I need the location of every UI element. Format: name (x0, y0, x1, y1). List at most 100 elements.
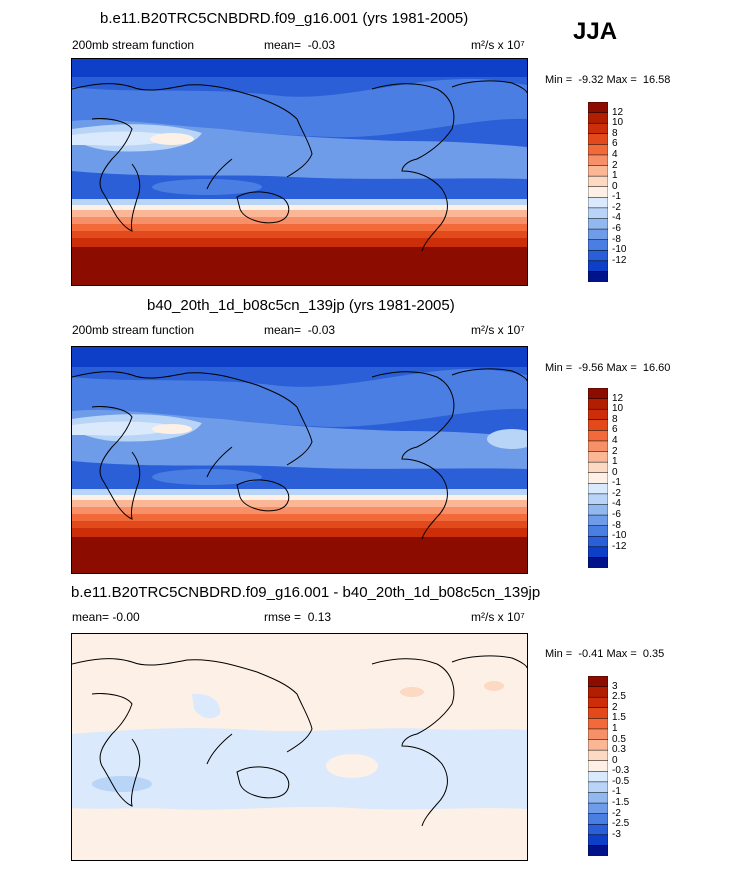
colorbar-tick-label: 6 (612, 138, 618, 150)
colorbar-swatch (587, 207, 609, 220)
colorbar-tick-label: -0.5 (612, 775, 630, 787)
colorbar-tick-label: 0.3 (612, 744, 626, 756)
colorbar-tick-label: -2.5 (612, 818, 630, 830)
field-band (72, 59, 527, 77)
colorbar-swatch (587, 472, 609, 484)
colorbar-swatch (587, 718, 609, 730)
panel3-min-value: -0.41 (578, 648, 604, 660)
panel1-min-value: -9.32 (578, 74, 604, 86)
colorbar-swatch (587, 154, 609, 167)
panel2-mean-label: mean= (264, 323, 302, 337)
coastline-americas (371, 658, 455, 827)
field-band (72, 521, 527, 529)
panel3-map (71, 633, 528, 861)
panel3-colorbar (587, 675, 609, 861)
colorbar-tick-label: -2 (612, 487, 621, 499)
colorbar-swatch (587, 408, 609, 421)
panel3-rmse-label: rmse = (264, 610, 302, 624)
panel1-mean: mean= -0.03 (264, 38, 335, 52)
coastline-americas (371, 371, 455, 540)
colorbar-swatch (587, 165, 609, 177)
panel2-title: b40_20th_1d_b08c5cn_139jp (yrs 1981-2005… (147, 297, 455, 314)
colorbar-swatch (587, 771, 609, 783)
field-band (72, 500, 527, 508)
colorbar-swatch (587, 451, 609, 463)
colorbar-swatch (587, 686, 609, 698)
colorbar-swatch (587, 557, 609, 569)
field-band (72, 514, 527, 522)
colorbar-tick-label: -12 (612, 254, 627, 266)
colorbar-swatch (587, 834, 609, 846)
panel1-max-label: Max = (606, 74, 637, 86)
colorbar-tick-label: 1 (612, 456, 618, 468)
colorbar-swatch (587, 535, 609, 548)
colorbar-tick-label: -8 (612, 233, 621, 245)
field-band (72, 368, 527, 427)
colorbar-tick-label: 4 (612, 434, 618, 446)
panel1-mean-value: -0.03 (307, 38, 336, 52)
colorbar-swatch (587, 398, 609, 410)
colorbar-swatch (587, 260, 609, 272)
coastline-africa (91, 406, 141, 520)
colorbar-tick-label: -4 (612, 498, 621, 510)
coastline-greenland (451, 655, 527, 669)
panel2-min-value: -9.56 (578, 362, 604, 374)
colorbar-tick-label: 2 (612, 701, 618, 713)
colorbar-tick-label: -8 (612, 519, 621, 531)
panel3-max-label: Max = (606, 648, 637, 660)
field-band (72, 247, 527, 285)
colorbar-tick-label: 3 (612, 680, 618, 692)
panel2-units: m²/s x 10⁷ (471, 323, 525, 337)
colorbar-swatch (587, 144, 609, 156)
colorbar-swatch (587, 749, 609, 762)
panel3-minmax: Min = -0.41 Max = 0.35 (545, 648, 664, 660)
coastline-asia (72, 658, 313, 765)
colorbar-tick-label: 0.5 (612, 733, 626, 745)
coastline-greenland (451, 368, 527, 382)
colorbar-swatch (587, 133, 609, 145)
panel3-units: m²/s x 10⁷ (471, 610, 525, 624)
field-band (72, 528, 527, 538)
panel2-colorbar-swatches (587, 387, 609, 569)
coastline-africa (91, 693, 141, 807)
coastline-australia (236, 479, 290, 512)
coastline-australia (236, 766, 290, 799)
colorbar-swatch (587, 228, 609, 241)
colorbar-tick-label: 2.5 (612, 691, 626, 703)
panel3-colorbar-swatches (587, 675, 609, 857)
field-band (484, 681, 504, 691)
field-band (72, 347, 527, 367)
coastline-africa (91, 118, 141, 232)
colorbar-swatch (587, 802, 609, 815)
colorbar-tick-label: 1 (612, 722, 618, 734)
colorbar-tick-label: -3 (612, 828, 621, 840)
colorbar-tick-label: 10 (612, 117, 624, 129)
colorbar-tick-label: -4 (612, 212, 621, 224)
colorbar-swatch (587, 175, 609, 188)
colorbar-swatch (587, 461, 609, 474)
colorbar-swatch (587, 112, 609, 124)
colorbar-tick-label: -0.3 (612, 765, 630, 777)
field-band (72, 507, 527, 515)
colorbar-tick-label: 0 (612, 466, 618, 478)
colorbar-tick-label: -10 (612, 530, 627, 542)
colorbar-swatch (587, 739, 609, 751)
colorbar-swatch (587, 387, 609, 400)
colorbar-swatch (587, 101, 609, 114)
panel1-colorbar (587, 101, 609, 287)
field-band (72, 210, 527, 218)
colorbar-swatch (587, 218, 609, 230)
coastline-greenland (451, 80, 527, 94)
panel2-colorbar (587, 387, 609, 573)
colorbar-swatch (587, 675, 609, 688)
colorbar-tick-label: 4 (612, 148, 618, 160)
panel2-variable-label: 200mb stream function (72, 323, 195, 337)
colorbar-tick-label: 10 (612, 403, 624, 415)
colorbar-swatch (587, 696, 609, 709)
season-label: JJA (573, 18, 618, 45)
panel1-title: b.e11.B20TRC5CNBDRD.f09_g16.001 (yrs 198… (100, 10, 469, 27)
coastline-americas (371, 83, 455, 252)
panel1-min-label: Min = (545, 74, 573, 86)
colorbar-swatch (587, 493, 609, 506)
colorbar-swatch (587, 197, 609, 209)
